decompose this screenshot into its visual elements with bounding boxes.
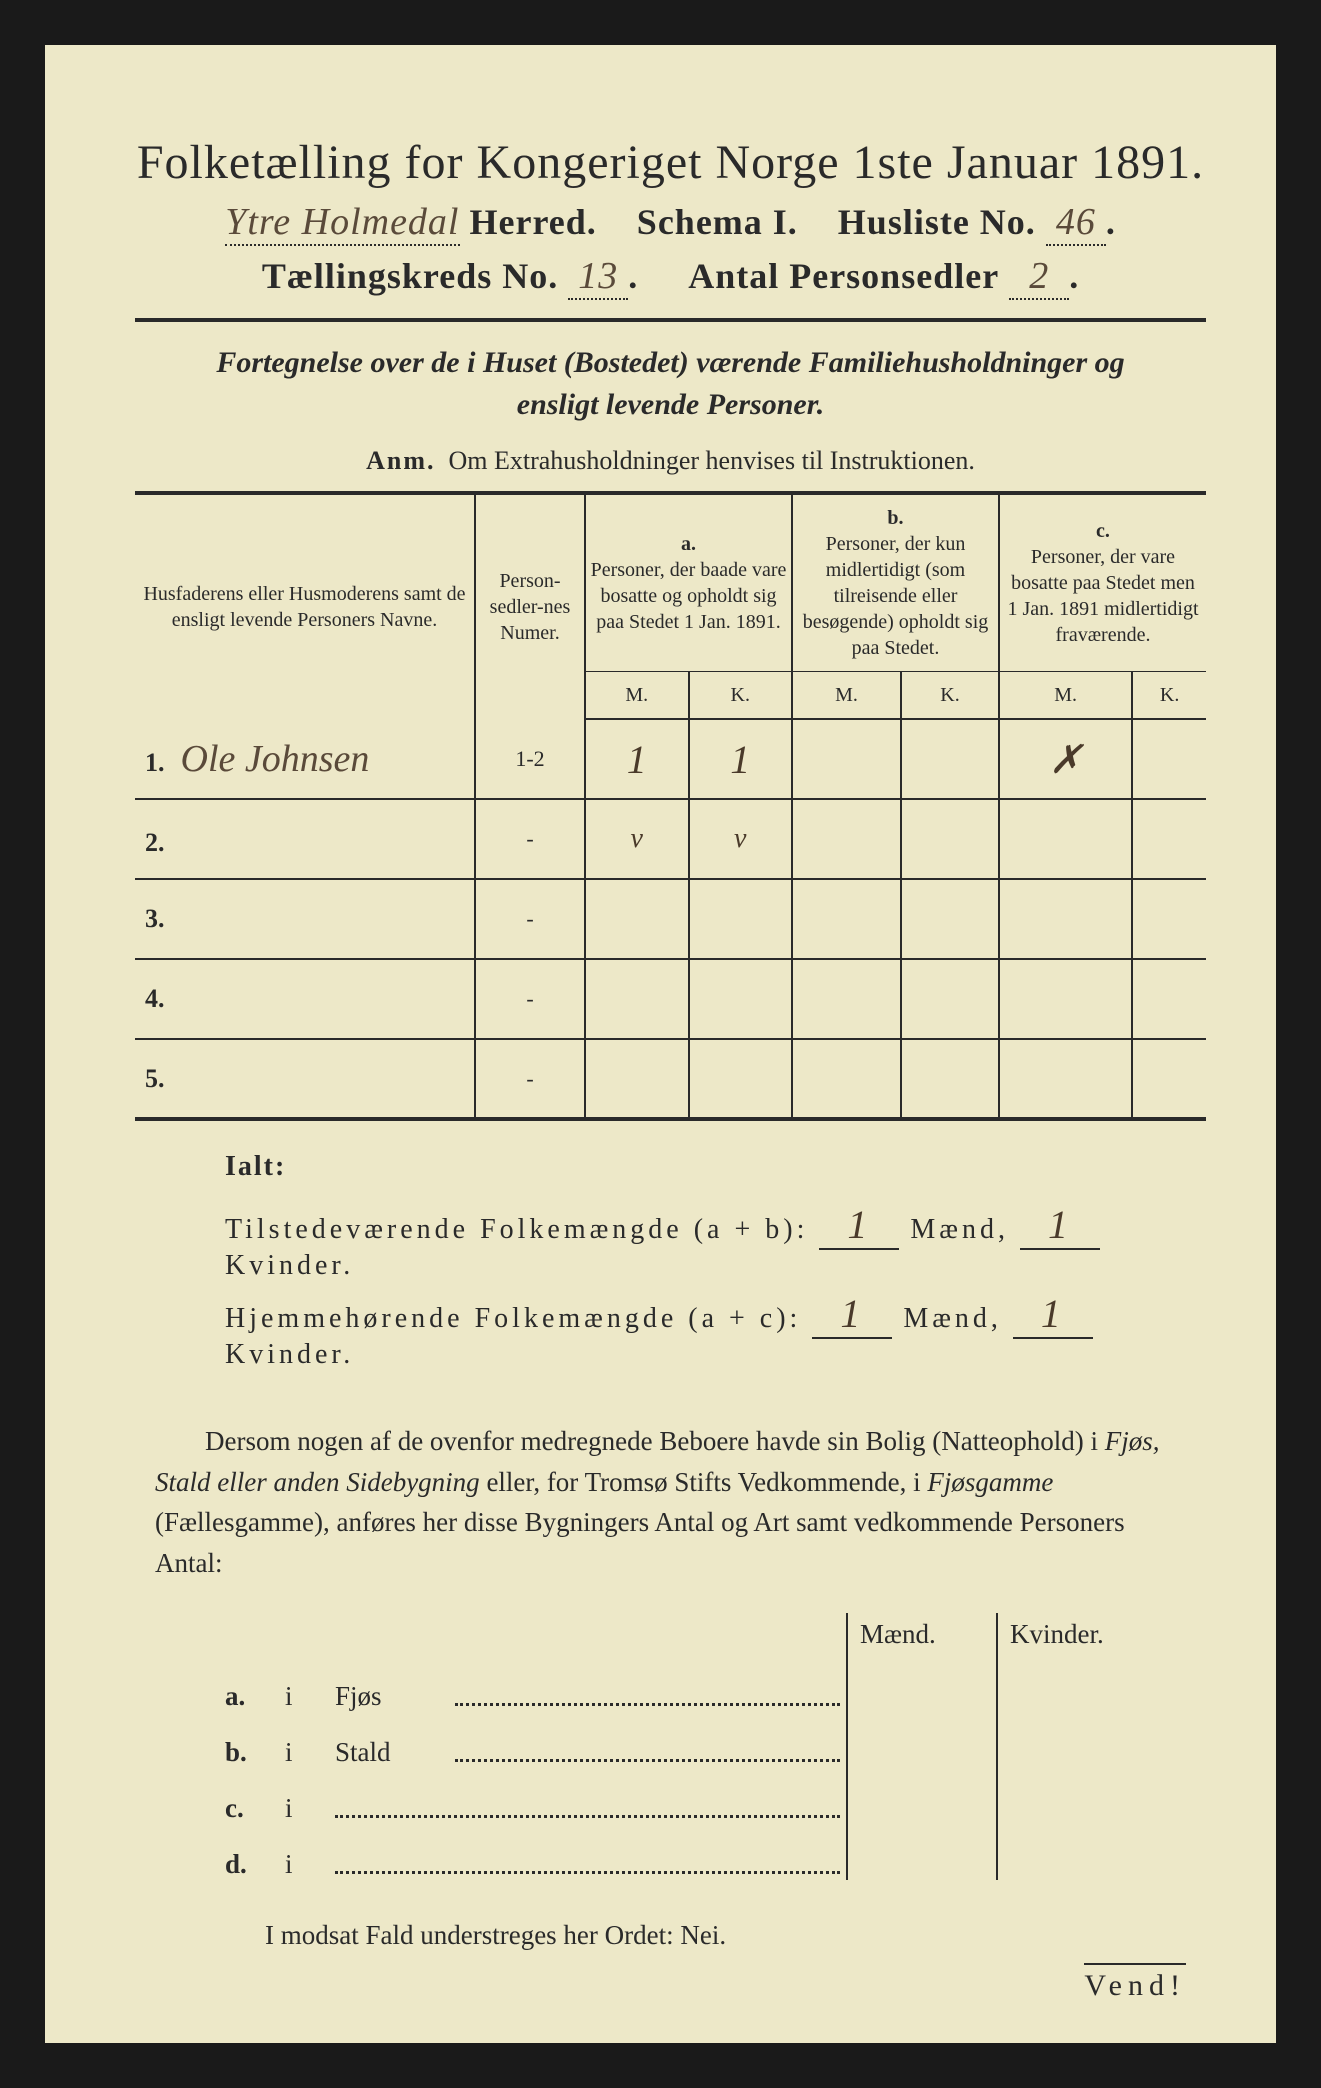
col-a-header: a. Personer, der baade vare bosatte og o… [585,493,792,672]
table-row: 3. - [135,879,1206,959]
col-numer-header: Person-sedler-nes Numer. [475,493,585,719]
header-line-2: Tællingskreds No. 13. Antal Personsedler… [135,254,1206,300]
ialt-label: Ialt: [225,1151,1166,1183]
page-title: Folketælling for Kongeriget Norge 1ste J… [135,135,1206,190]
anm-text: Om Extrahusholdninger henvises til Instr… [448,446,974,475]
sedler-value: 2 [1009,254,1069,300]
husliste-label: Husliste No. [838,202,1036,242]
col-c-header: c. Personer, der vare bosatte paa Stedet… [999,493,1206,672]
outbuilding-header: Mænd. Kvinder. [225,1613,1146,1656]
kreds-label: Tællingskreds No. [262,256,558,296]
col-b-k: K. [901,672,999,720]
anm-line: Anm. Om Extrahusholdninger henvises til … [135,446,1206,476]
table-body: 1. Ole Johnsen 1-2 1 1 ✗ 2. - v v 3. [135,719,1206,1119]
divider [135,318,1206,322]
col-c-k: K. [1132,672,1206,720]
sedler-label: Antal Personsedler [688,256,999,296]
totals-block: Ialt: Tilstedeværende Folkemængde (a + b… [225,1151,1166,1371]
census-table: Husfaderens eller Husmoderens samt de en… [135,491,1206,1121]
kreds-value: 13 [568,254,628,300]
dersom-paragraph: Dersom nogen af de ovenfor medregnede Be… [155,1421,1186,1583]
outbuilding-row: b. i Stald [225,1712,1146,1768]
header-line-1: Ytre Holmedal Herred. Schema I. Husliste… [135,200,1206,246]
total-line-ac: Hjemmehørende Folkemængde (a + c): 1 Mæn… [225,1290,1166,1371]
husliste-value: 46 [1046,200,1106,246]
anm-label: Anm. [366,446,435,475]
kvinder-header: Kvinder. [996,1613,1146,1656]
col-a-m: M. [585,672,689,720]
fortegnelse-heading: Fortegnelse over de i Huset (Bostedet) v… [175,342,1166,426]
maend-header: Mænd. [846,1613,996,1656]
table-row: 5. - [135,1039,1206,1119]
schema-label: Schema I. [637,202,798,242]
vend-label: Vend! [1084,1963,1186,2003]
herred-value: Ytre Holmedal [225,200,459,246]
census-form-page: Folketælling for Kongeriget Norge 1ste J… [20,20,1301,2068]
outbuilding-row: a. i Fjøs [225,1656,1146,1712]
modsat-line: I modsat Fald understreges her Ordet: Ne… [265,1920,1206,1951]
herred-label: Herred. [470,202,597,242]
outbuilding-row: c. i [225,1768,1146,1824]
col-names-header: Husfaderens eller Husmoderens samt de en… [135,493,475,719]
table-row: 2. - v v [135,799,1206,879]
col-a-k: K. [689,672,793,720]
total-line-ab: Tilstedeværende Folkemængde (a + b): 1 M… [225,1201,1166,1282]
outbuilding-table: Mænd. Kvinder. a. i Fjøs b. i Stald c. i… [225,1613,1146,1880]
col-b-header: b. Personer, der kun midlertidigt (som t… [792,493,999,672]
col-c-m: M. [999,672,1132,720]
col-b-m: M. [792,672,901,720]
table-row: 4. - [135,959,1206,1039]
table-row: 1. Ole Johnsen 1-2 1 1 ✗ [135,719,1206,799]
outbuilding-row: d. i [225,1824,1146,1880]
